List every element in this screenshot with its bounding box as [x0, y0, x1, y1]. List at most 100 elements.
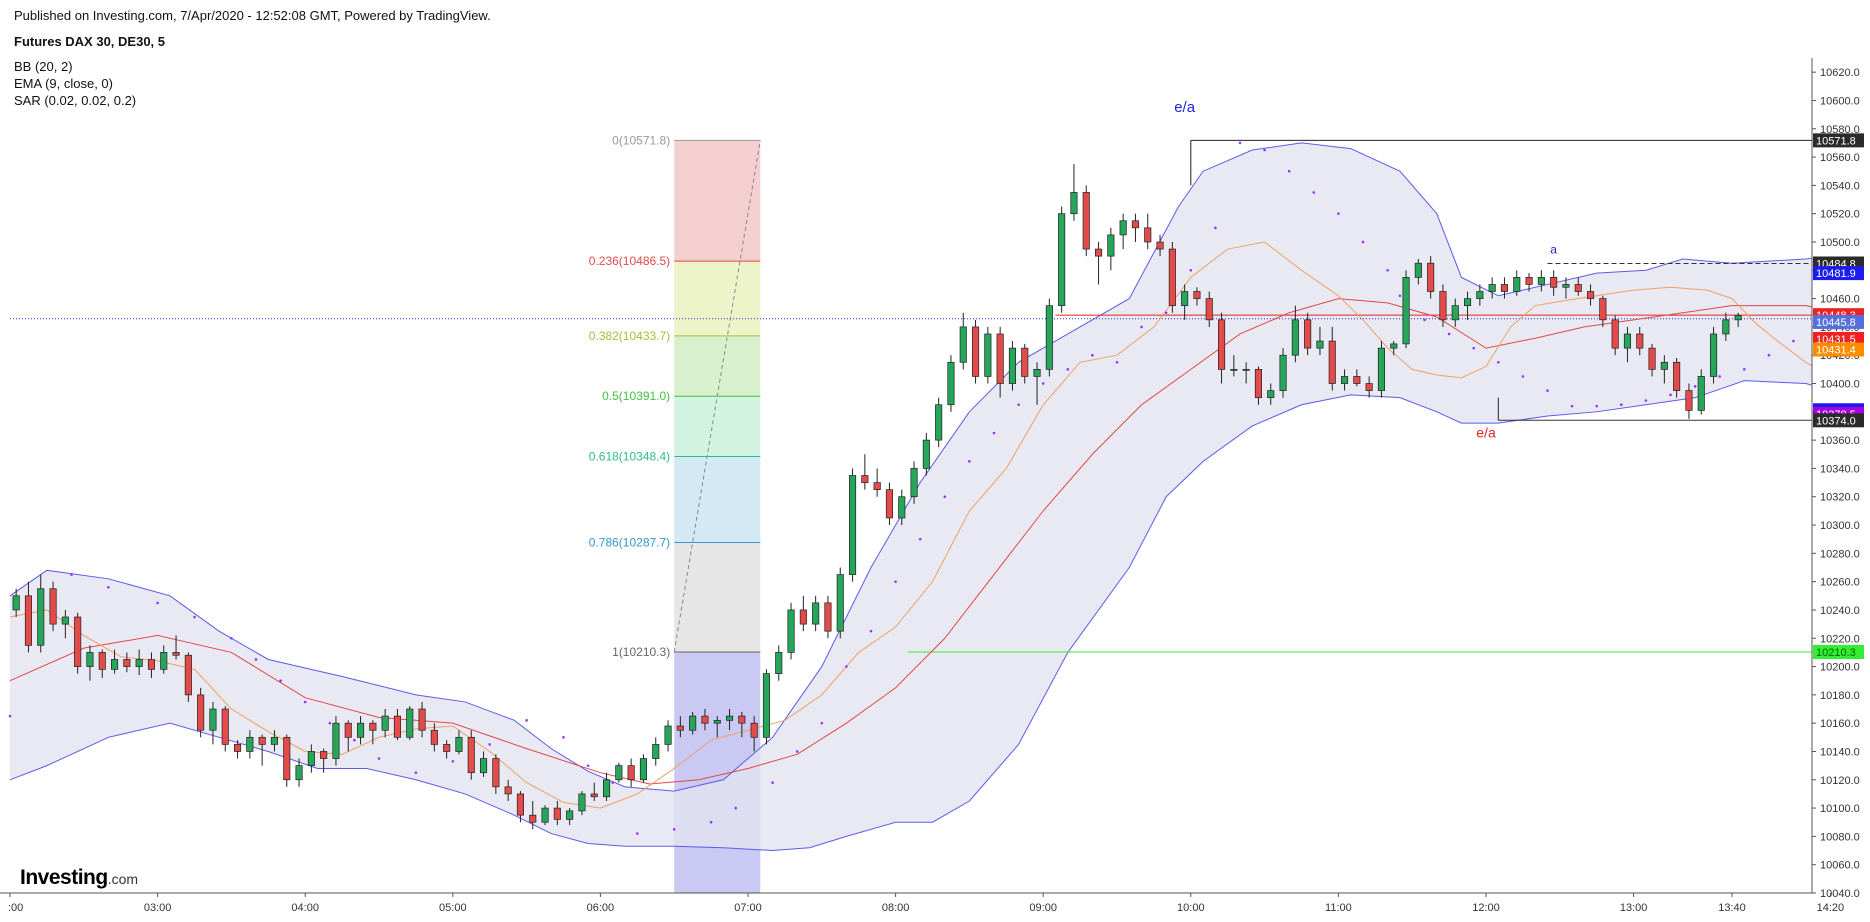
- candle-body: [1709, 333, 1718, 377]
- candle-body: [1599, 298, 1607, 321]
- candle: [1340, 369, 1349, 391]
- y-tick-label: 10560.0: [1820, 152, 1860, 164]
- y-tick-label: 10220.0: [1820, 633, 1860, 645]
- sar-dot: [1497, 360, 1500, 364]
- y-tick-label: 10060.0: [1820, 860, 1860, 872]
- sar-dot: [1472, 346, 1475, 350]
- candle-body: [1070, 192, 1078, 215]
- candle-body: [824, 602, 832, 632]
- candle: [1636, 326, 1644, 356]
- candle-body: [37, 588, 45, 646]
- sar-dot: [328, 721, 332, 725]
- sar-dot: [672, 828, 676, 831]
- symbol-title: Futures DAX 30, DE30, 5: [14, 34, 165, 49]
- candle-body: [1697, 376, 1705, 411]
- candle-body: [1734, 315, 1742, 321]
- candle: [1193, 287, 1201, 306]
- candle: [24, 581, 33, 653]
- chart-header: Published on Investing.com, 7/Apr/2020 -…: [14, 8, 491, 109]
- candle: [959, 312, 967, 370]
- candle: [74, 612, 82, 674]
- candle: [713, 716, 721, 738]
- sar-dot: [1140, 325, 1143, 329]
- candle-body: [947, 361, 955, 406]
- sar-dot: [230, 636, 233, 640]
- bollinger-band-fill: [10, 142, 1812, 851]
- indicator-sar[interactable]: SAR (0.02, 0.02, 0.2): [14, 93, 137, 108]
- candle: [799, 595, 807, 632]
- candle: [1267, 383, 1275, 405]
- price-tag-bg: [1813, 644, 1864, 659]
- candle-body: [1316, 340, 1324, 349]
- candle-body: [455, 736, 463, 752]
- x-tick-label: 10:00: [1177, 902, 1205, 914]
- candle-body: [627, 765, 635, 781]
- candle: [541, 805, 549, 826]
- candle-body: [1673, 361, 1681, 391]
- sar-dot: [1866, 294, 1869, 297]
- investing-logo: Investing.com: [20, 866, 139, 889]
- sar-dot: [869, 629, 873, 633]
- candle-body: [406, 708, 414, 738]
- candle: [1156, 234, 1164, 257]
- candle: [1550, 270, 1558, 296]
- candle: [935, 397, 943, 448]
- candle-body: [529, 814, 537, 823]
- candle: [910, 461, 918, 504]
- candle: [627, 758, 635, 787]
- fib-zone-5: [674, 542, 761, 652]
- sar-dot: [734, 806, 737, 810]
- candle: [98, 649, 106, 678]
- candle-body: [49, 588, 57, 625]
- price-tag-label: 10431.4: [1816, 345, 1856, 357]
- candle-body: [1156, 241, 1164, 250]
- candle-body: [1045, 305, 1053, 370]
- sar-dot: [1595, 404, 1598, 408]
- candle: [418, 701, 426, 738]
- candle: [283, 734, 291, 787]
- candle-body: [369, 722, 377, 731]
- candle-body: [1648, 347, 1656, 370]
- sar-dot: [303, 700, 307, 704]
- candle: [467, 730, 475, 780]
- sar-dot: [943, 495, 947, 499]
- candle-body: [1574, 284, 1582, 292]
- candle-body: [1033, 369, 1041, 377]
- y-tick-label: 10160.0: [1820, 718, 1860, 730]
- candle-body: [590, 793, 598, 798]
- indicator-ema[interactable]: EMA (9, close, 0): [14, 76, 113, 91]
- candle: [1365, 376, 1373, 398]
- candle: [455, 730, 463, 755]
- candle-body: [1660, 361, 1668, 370]
- y-tick-label: 10460.0: [1820, 294, 1860, 306]
- sar-dot: [1693, 385, 1697, 388]
- y-tick-label: 10100.0: [1820, 803, 1860, 815]
- indicator-bb[interactable]: BB (20, 2): [14, 59, 73, 74]
- candle-body: [1611, 319, 1619, 349]
- sar-dot: [107, 586, 110, 589]
- candle-body: [836, 574, 844, 632]
- candle: [1427, 256, 1435, 299]
- candle-body: [1058, 213, 1066, 307]
- candle: [369, 720, 377, 745]
- candle-body: [1463, 298, 1472, 307]
- candle-body: [996, 333, 1004, 384]
- candle-body: [1119, 220, 1127, 236]
- sar-dot: [1447, 332, 1451, 336]
- sar-dot: [1423, 318, 1426, 322]
- candle-body: [713, 719, 721, 724]
- sar-dot: [1214, 226, 1217, 230]
- candle: [406, 706, 414, 741]
- candle-body: [1144, 227, 1152, 243]
- candle-body: [615, 765, 623, 781]
- y-tick-label: 10620.0: [1820, 67, 1860, 79]
- candle-body: [553, 807, 561, 820]
- candle-body: [443, 744, 451, 752]
- sar-dot: [1091, 353, 1094, 357]
- candle-body: [283, 736, 291, 781]
- candle: [61, 609, 69, 639]
- candle: [1205, 291, 1213, 327]
- candle-body: [861, 475, 869, 483]
- candle: [1291, 305, 1299, 363]
